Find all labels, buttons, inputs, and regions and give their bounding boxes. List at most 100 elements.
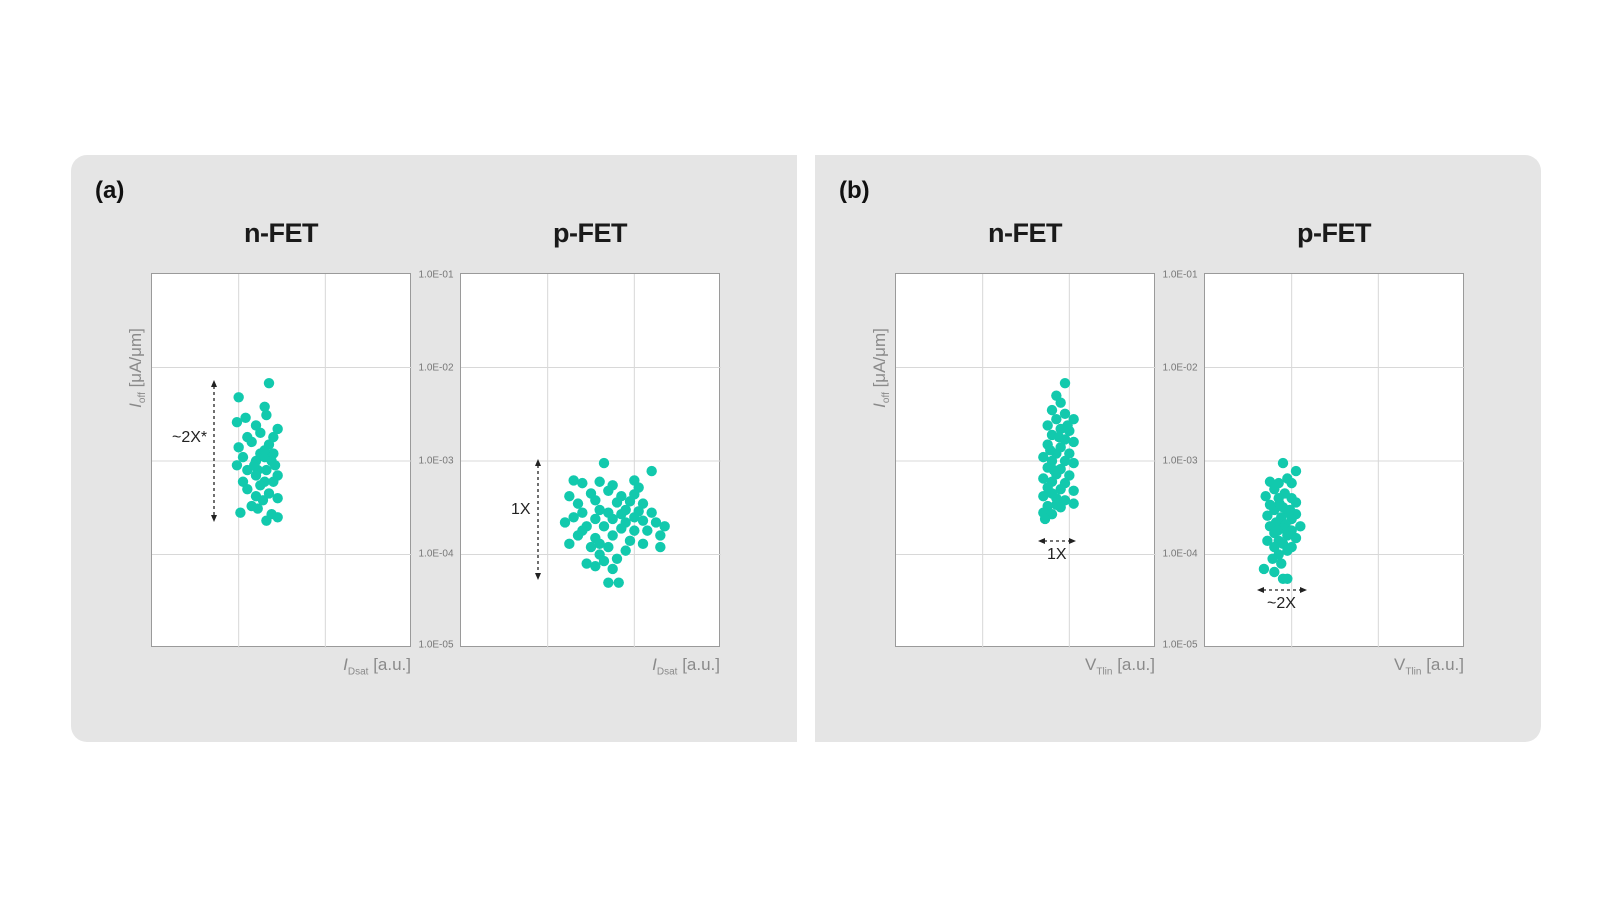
data-point xyxy=(598,521,610,532)
data-point xyxy=(577,525,588,536)
data-point xyxy=(1059,455,1071,467)
range-annotation: 1X xyxy=(1047,546,1067,563)
data-point xyxy=(577,507,588,518)
x-axis-label-a-pfet: IDsat [a.u.] xyxy=(652,655,720,678)
plot-b-nfet: 1X xyxy=(895,273,1156,648)
data-point xyxy=(1277,457,1289,469)
y-tick-label: 1.0E-03 xyxy=(418,455,454,467)
y-tick-label: 1.0E-04 xyxy=(1162,548,1198,560)
data-point xyxy=(559,517,571,528)
range-annotation: 1X xyxy=(511,501,531,518)
data-point xyxy=(637,515,649,526)
data-point xyxy=(1272,525,1283,536)
data-point xyxy=(650,517,662,528)
data-point xyxy=(233,392,244,403)
data-point xyxy=(249,460,260,471)
data-point xyxy=(611,497,623,508)
data-point xyxy=(655,530,666,541)
data-point xyxy=(629,525,640,536)
data-point xyxy=(581,558,592,569)
data-point xyxy=(590,560,601,572)
data-point xyxy=(1062,420,1073,431)
data-point xyxy=(268,431,279,443)
data-point xyxy=(1068,436,1079,448)
data-point xyxy=(268,476,279,487)
data-point xyxy=(594,504,605,516)
data-point xyxy=(590,495,601,506)
data-point xyxy=(250,470,262,481)
chart-title-b-pfet: p-FET xyxy=(1297,218,1371,248)
data-point xyxy=(255,480,266,491)
data-point xyxy=(261,409,272,421)
data-point xyxy=(266,455,277,467)
data-point xyxy=(646,507,657,518)
data-point xyxy=(231,417,243,428)
data-point xyxy=(1038,491,1049,502)
y-tick-label: 1.0E-04 xyxy=(418,548,454,560)
x-axis-label-b-nfet: VTlin [a.u.] xyxy=(1085,655,1155,678)
range-annotation: ~2X* xyxy=(172,429,207,446)
range-annotation: ~2X xyxy=(1267,595,1296,612)
data-point xyxy=(1068,498,1079,509)
y-tick-label: 1.0E-05 xyxy=(1162,639,1198,651)
data-point xyxy=(1269,566,1280,578)
data-point xyxy=(237,451,249,463)
data-point xyxy=(257,495,269,506)
data-point xyxy=(1290,532,1302,544)
data-point xyxy=(259,445,270,456)
data-point xyxy=(240,412,251,423)
data-point xyxy=(1262,510,1273,521)
data-point xyxy=(1048,464,1059,476)
data-point xyxy=(1055,483,1066,495)
data-point xyxy=(1260,491,1271,502)
plot-a-nfet: ~2X* xyxy=(151,273,412,648)
data-point xyxy=(564,491,575,502)
data-point xyxy=(261,515,272,526)
data-point xyxy=(1276,558,1287,569)
y-tick-label: 1.0E-01 xyxy=(418,269,454,281)
data-point xyxy=(659,521,670,532)
data-point xyxy=(629,512,640,523)
data-point xyxy=(1046,404,1058,416)
data-point xyxy=(255,427,266,439)
data-point xyxy=(607,513,618,525)
data-point xyxy=(272,512,283,523)
data-point xyxy=(1284,504,1296,516)
data-point xyxy=(603,541,614,553)
data-point xyxy=(1290,497,1302,508)
data-point xyxy=(1282,545,1293,556)
data-point xyxy=(1068,457,1079,469)
range-arrow xyxy=(535,459,541,580)
data-point xyxy=(1038,473,1049,484)
data-point xyxy=(261,464,272,476)
data-point xyxy=(272,493,283,504)
data-point xyxy=(1055,397,1066,408)
data-point xyxy=(590,513,601,525)
data-point xyxy=(1269,483,1280,495)
chart-title-b-nfet: n-FET xyxy=(988,218,1062,248)
data-point xyxy=(246,436,257,448)
x-axis-label-a-nfet: IDsat [a.u.] xyxy=(343,655,411,678)
data-point xyxy=(607,530,618,541)
panel-a: (a) n-FET p-FET Ioff [μA/μm] ~2X* 1X 1.0… xyxy=(71,155,797,742)
data-point xyxy=(1267,553,1278,564)
data-point xyxy=(1051,499,1062,511)
data-point xyxy=(1290,465,1302,477)
data-point xyxy=(603,577,614,588)
y-tick-label: 1.0E-01 xyxy=(1162,269,1198,281)
data-point xyxy=(564,538,575,550)
y-tick-label: 1.0E-02 xyxy=(1162,362,1198,374)
data-point xyxy=(624,535,636,547)
data-point xyxy=(231,460,243,471)
data-point xyxy=(655,541,666,553)
data-point xyxy=(1042,420,1053,431)
data-point xyxy=(1045,445,1056,456)
data-point xyxy=(572,498,584,509)
data-point xyxy=(1039,513,1051,525)
data-point xyxy=(263,377,275,389)
data-point xyxy=(585,541,597,553)
data-point xyxy=(620,545,631,556)
data-point xyxy=(1059,408,1071,419)
data-point xyxy=(1286,477,1297,489)
panel-letter: (b) xyxy=(839,177,870,204)
